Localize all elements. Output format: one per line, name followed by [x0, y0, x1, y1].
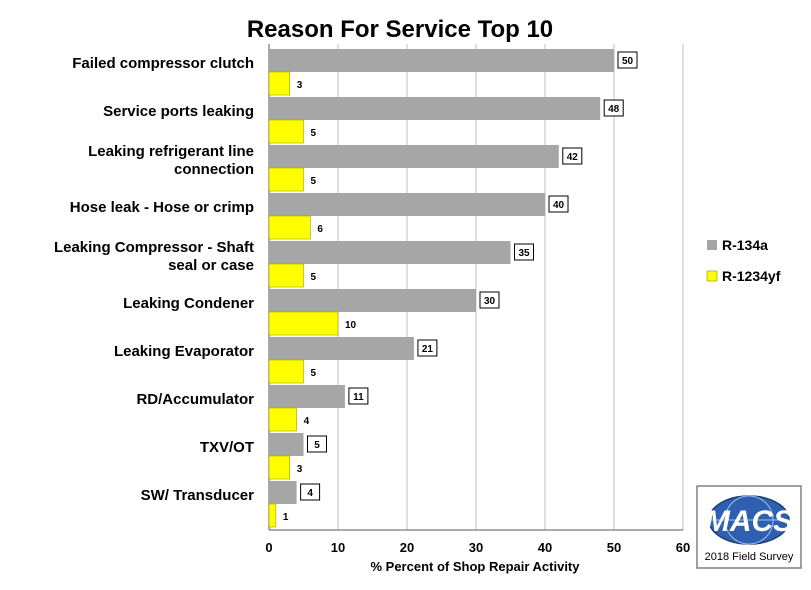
bar-r134a [269, 289, 476, 312]
bars: 50 3 48 5 42 5 40 6 35 5 30 10 21 5 11 4 5 3 4 1 [268, 49, 638, 528]
legend-label: R-134a [722, 237, 768, 253]
bar-r1234yf [268, 359, 304, 384]
bar-r134a [269, 337, 414, 360]
data-label-box [307, 435, 327, 453]
bar-r134a [269, 193, 545, 216]
legend-swatch [706, 270, 718, 282]
category-label: Leaking Compressor - Shaft seal or case [54, 239, 254, 274]
data-label-r1234yf: 10 [345, 320, 357, 331]
data-label-box [348, 387, 369, 405]
category-label-line: Leaking Compressor - Shaft [54, 239, 254, 256]
bar-r1234yf [268, 71, 290, 96]
data-label-r134a: 35 [518, 248, 530, 259]
data-label-box [417, 339, 438, 357]
data-label-r1234yf: 3 [297, 80, 303, 91]
data-label-box [617, 51, 638, 69]
category-label-line: connection [174, 161, 254, 178]
bar-r134a [269, 241, 511, 264]
category-label-line: seal or case [168, 257, 254, 274]
bar-r134a [269, 481, 297, 504]
legend: R-134a R-1234yf [706, 237, 781, 284]
bar-r1234yf [268, 119, 304, 144]
data-label-box [548, 195, 569, 213]
data-label-r1234yf: 3 [297, 464, 303, 475]
data-label-box [479, 291, 500, 309]
data-label-r134a: 42 [567, 152, 579, 163]
category-label: Leaking refrigerant line connection [88, 143, 254, 178]
category-label: TXV/OT [200, 439, 254, 456]
data-label-r1234yf: 5 [311, 176, 317, 187]
x-tick-label: 20 [400, 540, 414, 555]
legend-swatch [707, 240, 717, 250]
data-label-r134a: 5 [314, 440, 320, 451]
data-label-r1234yf: 5 [311, 272, 317, 283]
data-label-r1234yf: 5 [311, 368, 317, 379]
bar-r1234yf [268, 263, 304, 288]
bar-r1234yf [268, 215, 311, 240]
bar-r1234yf [268, 407, 297, 432]
data-label-box [562, 147, 583, 165]
x-tick-label: 50 [607, 540, 621, 555]
x-tick-label: 10 [331, 540, 345, 555]
category-label: Leaking Condener [123, 295, 254, 312]
data-label-r1234yf: 1 [283, 512, 289, 523]
bar-r1234yf [268, 167, 304, 192]
category-label: Failed compressor clutch [72, 55, 254, 72]
category-label: Hose leak - Hose or crimp [70, 199, 254, 216]
x-tick-label: 40 [538, 540, 552, 555]
legend-label: R-1234yf [722, 268, 781, 284]
data-label-r134a: 48 [608, 104, 620, 115]
data-label-r134a: 11 [353, 392, 364, 403]
data-label-r1234yf: 5 [311, 128, 317, 139]
x-tick-label: 60 [676, 540, 690, 555]
x-axis-label: % Percent of Shop Repair Activity [370, 559, 580, 574]
category-label-line: Leaking refrigerant line [88, 143, 254, 160]
data-label-box [514, 243, 534, 261]
data-label-r134a: 30 [484, 296, 496, 307]
bar-r134a [269, 433, 304, 456]
data-label-r134a: 50 [622, 56, 634, 67]
bar-r1234yf [268, 311, 339, 336]
bar-r1234yf [268, 455, 290, 480]
category-label: SW/ Transducer [141, 487, 255, 504]
data-label-box [300, 483, 321, 501]
x-tick-labels: 0 10 20 30 40 50 60 [265, 540, 690, 555]
bar-r134a [269, 145, 559, 168]
x-tick-label: 0 [265, 540, 272, 555]
data-label-r134a: 40 [553, 200, 565, 211]
x-tick-label: 30 [469, 540, 483, 555]
category-label: Service ports leaking [103, 103, 254, 120]
badge-logo-text: MACS [705, 505, 793, 538]
badge-caption: 2018 Field Survey [705, 551, 794, 563]
data-label-box [603, 99, 624, 117]
category-labels: Failed compressor clutch Service ports le… [54, 55, 254, 504]
macs-badge: MACS 2018 Field Survey [696, 485, 802, 569]
data-label-r1234yf: 4 [304, 416, 310, 427]
bar-r134a [269, 97, 601, 120]
bar-r1234yf [268, 503, 277, 528]
chart-title: Reason For Service Top 10 [247, 16, 553, 43]
category-label: RD/Accumulator [136, 391, 254, 408]
data-label-r1234yf: 6 [317, 224, 323, 235]
data-label-r134a: 4 [307, 488, 313, 499]
data-label-r134a: 21 [422, 344, 434, 355]
bar-r134a [269, 49, 614, 72]
bar-r134a [269, 385, 345, 408]
category-label: Leaking Evaporator [114, 343, 254, 360]
